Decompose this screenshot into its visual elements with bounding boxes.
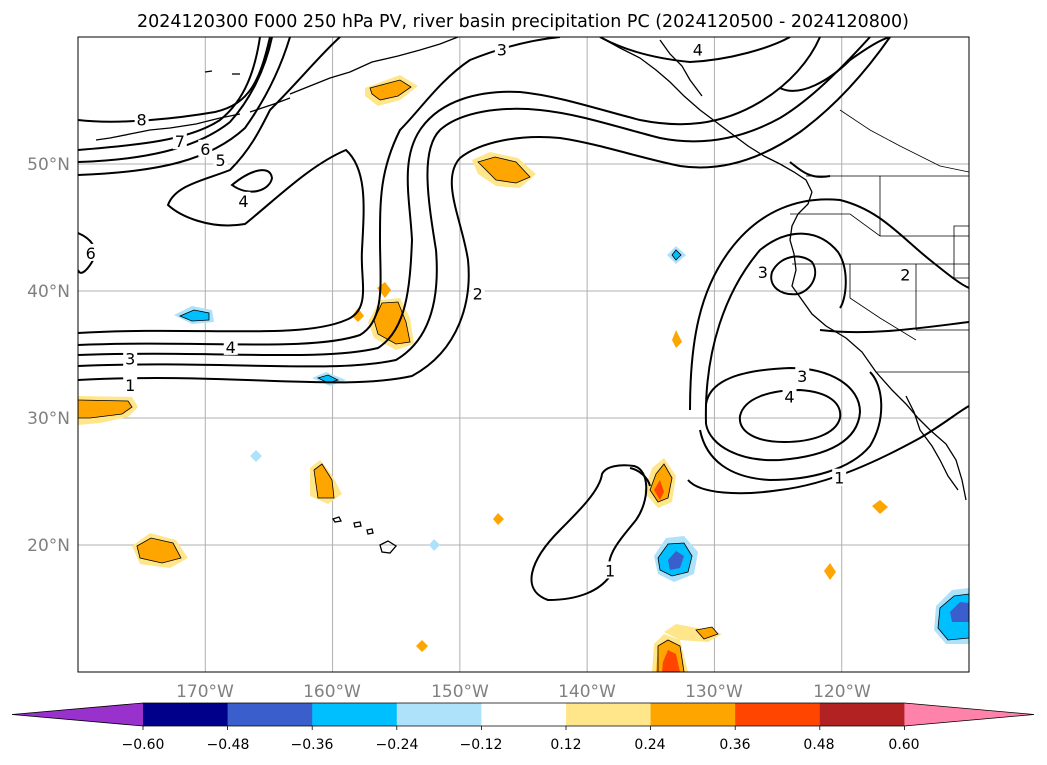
x-tick-label: 160°W [303, 682, 361, 702]
contour-label-bg [83, 243, 98, 261]
colorbar [11, 702, 1035, 730]
colorbar-segment [396, 703, 482, 726]
contour-label-bg [782, 387, 797, 405]
contour-label: 6 [200, 140, 210, 159]
x-tick-label: 170°W [176, 682, 234, 702]
contour-label-bg [134, 110, 149, 128]
contour-label: 6 [86, 244, 96, 263]
contour-label-bg [690, 40, 705, 58]
contour-label-bg [603, 561, 618, 579]
contour-label: 1 [605, 561, 615, 580]
borders [790, 109, 969, 373]
shade-orange [493, 513, 504, 525]
contour-label-bg [123, 349, 138, 367]
x-axis-labels: 170°W 160°W 150°W 140°W 130°W 120°W [176, 682, 871, 702]
shade-red [662, 650, 680, 672]
contour-label-bg [172, 132, 187, 150]
contour-label: 2 [900, 265, 910, 284]
shade-blue [250, 450, 262, 462]
shade-orange [370, 80, 411, 100]
map-frame [77, 36, 970, 673]
contour-label: 1 [834, 469, 844, 488]
contour-label: 3 [125, 349, 135, 368]
shade-blue [180, 310, 209, 321]
contour-label-bg [494, 40, 509, 58]
colorbar-tick-labels: −0.60 −0.48 −0.36 −0.24 −0.12 0.12 0.24 … [122, 737, 920, 753]
shade-blue [668, 551, 684, 570]
colorbar-segment [312, 703, 398, 726]
shade-blue [318, 375, 338, 383]
contour-label: 2 [473, 285, 483, 304]
colorbar-tick-label: −0.24 [376, 737, 419, 753]
colorbar-tick-label: 0.24 [634, 737, 665, 753]
shade-orange [78, 400, 132, 418]
colorbar-tick-label: −0.12 [460, 737, 503, 753]
contour-label: 8 [137, 111, 147, 130]
colorbar-tick-label: 0.12 [550, 737, 581, 753]
shade-blue [429, 539, 440, 551]
contour-label: 5 [215, 151, 225, 170]
shade-red [654, 480, 664, 500]
colorbar-segment [143, 703, 229, 726]
contour-label-bg [236, 191, 251, 209]
shade-outlines [78, 79, 969, 672]
contour-label-bg [198, 139, 213, 157]
x-tick-label: 130°W [685, 682, 743, 702]
colorbar-segment [650, 703, 736, 726]
contour-label: 4 [226, 338, 236, 357]
shade-orange [374, 302, 410, 344]
contour-label: 3 [497, 41, 507, 60]
shade-orange [824, 563, 836, 580]
colorbar-tick-label: −0.60 [122, 737, 165, 753]
colorbar-extend-max [904, 703, 1034, 726]
contour-label-bg [213, 151, 228, 169]
colorbar-tick-label: 0.60 [888, 737, 919, 753]
contour-label-bg [898, 265, 913, 283]
chart-title: 2024120300 F000 250 hPa PV, river basin … [137, 12, 909, 32]
x-tick-label: 150°W [431, 682, 489, 702]
pv-contours [78, 37, 969, 602]
colorbar-extend-min [12, 703, 143, 726]
y-tick-label: 30°N [27, 409, 70, 429]
x-tick-label: 140°W [558, 682, 616, 702]
colorbar-segment [819, 703, 905, 726]
shade-orange [872, 500, 888, 514]
y-tick-label: 20°N [27, 536, 70, 556]
contour-label-bg [755, 262, 770, 280]
contour-label-bg [223, 337, 238, 355]
shade-orange [672, 330, 682, 348]
shade-orange [352, 308, 364, 322]
colorbar-tick-label: 0.48 [803, 737, 834, 753]
precip-shading [78, 75, 969, 672]
shade-blue [950, 602, 969, 622]
colorbar-tick-label: −0.36 [291, 737, 334, 753]
colorbar-segment [481, 703, 567, 726]
colorbar-segment [735, 703, 821, 726]
y-tick-label: 40°N [27, 282, 70, 302]
colorbar-segment [566, 703, 652, 726]
contour-label-bg [123, 375, 138, 393]
contour-label-bg [795, 367, 810, 385]
y-tick-label: 50°N [27, 155, 70, 175]
contour-label: 4 [238, 192, 248, 211]
contour-label: 3 [797, 367, 807, 386]
contour-label: 7 [175, 132, 185, 151]
contour-label-bg [470, 284, 485, 302]
x-tick-label: 120°W [813, 682, 871, 702]
colorbar-tick-label: 0.36 [719, 737, 750, 753]
colorbar-segment [227, 703, 313, 726]
shade-orange [137, 538, 181, 563]
contour-label-bg [832, 468, 847, 486]
contour-label: 4 [693, 41, 703, 60]
shade-orange [314, 464, 334, 498]
shade-orange [416, 640, 428, 652]
contour-label: 3 [758, 263, 768, 282]
contour-label: 4 [784, 387, 794, 406]
colorbar-tick-label: −0.48 [207, 737, 250, 753]
y-axis-labels: 20°N 30°N 40°N 50°N [27, 155, 70, 556]
contour-label: 1 [125, 376, 135, 395]
